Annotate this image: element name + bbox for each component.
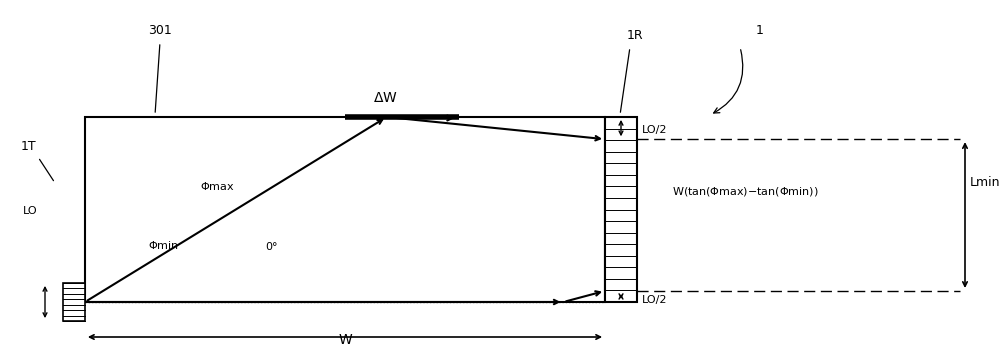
Text: LO/2: LO/2 — [642, 295, 668, 305]
Text: $\Phi$min: $\Phi$min — [148, 239, 179, 251]
Text: 301: 301 — [148, 24, 172, 37]
Text: $\Phi$max: $\Phi$max — [200, 180, 235, 192]
Bar — [605, 117, 637, 302]
Text: Lmin1: Lmin1 — [970, 177, 1000, 189]
Text: LO: LO — [23, 206, 37, 216]
Bar — [63, 283, 85, 321]
Text: 1R: 1R — [627, 29, 643, 42]
Text: 1: 1 — [756, 24, 764, 37]
Text: W(tan($\Phi$max)$-$tan($\Phi$min)): W(tan($\Phi$max)$-$tan($\Phi$min)) — [672, 186, 819, 198]
Text: 0°: 0° — [265, 242, 278, 252]
Text: $\Delta$W: $\Delta$W — [373, 91, 397, 105]
Text: 1T: 1T — [20, 141, 36, 153]
Text: LO/2: LO/2 — [642, 125, 668, 135]
Bar — [85, 117, 605, 302]
Text: W: W — [338, 333, 352, 347]
